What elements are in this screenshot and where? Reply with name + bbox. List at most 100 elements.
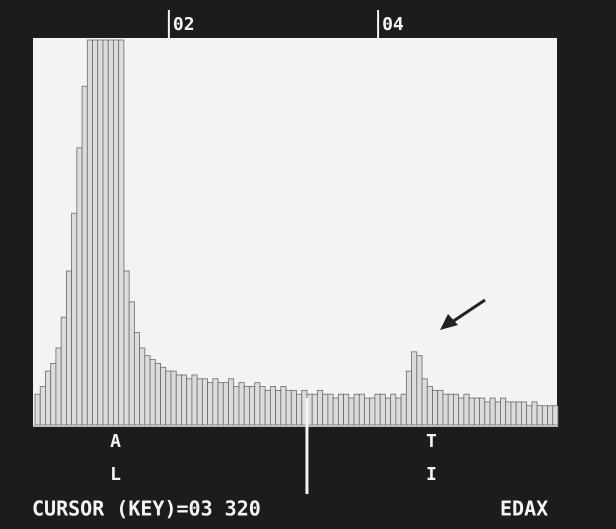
bar (459, 398, 464, 425)
bar (537, 406, 542, 425)
bar (181, 375, 186, 425)
bar (51, 363, 56, 425)
bar (380, 394, 385, 425)
bar (93, 40, 98, 425)
bar (448, 394, 453, 425)
bar (542, 406, 547, 425)
bar (145, 356, 150, 425)
cursor-readout: CURSOR (KEY)=03 320 (32, 497, 261, 521)
bar (291, 390, 296, 425)
bar (417, 356, 422, 425)
bar (108, 40, 113, 425)
bar (124, 271, 129, 425)
bar (532, 402, 537, 425)
bar (406, 371, 411, 425)
bar (349, 398, 354, 425)
bar (344, 394, 349, 425)
bar (202, 379, 207, 425)
bar (443, 394, 448, 425)
bar (506, 402, 511, 425)
bar (229, 379, 234, 425)
bar (255, 383, 260, 425)
bar (464, 394, 469, 425)
bar (500, 398, 505, 425)
bar (213, 379, 218, 425)
bar (187, 379, 192, 425)
bar (396, 398, 401, 425)
bar (333, 398, 338, 425)
bar (401, 394, 406, 425)
bar (35, 394, 40, 425)
bar (391, 394, 396, 425)
bar (490, 398, 495, 425)
bar (61, 317, 66, 425)
bar (40, 387, 45, 426)
bar (98, 40, 103, 425)
bar (312, 394, 317, 425)
element-label: A (110, 431, 121, 452)
bar (370, 398, 375, 425)
element-label: T (426, 431, 437, 452)
bar (474, 398, 479, 425)
bar (453, 394, 458, 425)
bar (469, 398, 474, 425)
x-tick-label: 04 (382, 14, 404, 35)
bar (265, 390, 270, 425)
bar (234, 387, 239, 426)
bar (197, 379, 202, 425)
bar (66, 271, 71, 425)
bar (480, 398, 485, 425)
bar (276, 390, 281, 425)
bar (82, 86, 87, 425)
bar (103, 40, 108, 425)
bar (249, 387, 254, 426)
bar (155, 363, 160, 425)
bar (192, 375, 197, 425)
bar (375, 394, 380, 425)
bar (176, 375, 181, 425)
chart: CURSOR (KEY)=03 320 EDAX 02 04 AL TI (0, 0, 616, 529)
bar (527, 406, 532, 425)
bar (218, 383, 223, 425)
bar (281, 387, 286, 426)
bar (548, 406, 553, 425)
bar (297, 394, 302, 425)
bar (511, 402, 516, 425)
bar (77, 148, 82, 425)
bar (338, 394, 343, 425)
bar (323, 394, 328, 425)
bar (129, 302, 134, 425)
bar (286, 390, 291, 425)
bar (427, 387, 432, 426)
bar (244, 387, 249, 426)
bar (270, 387, 275, 426)
bar (516, 402, 521, 425)
brand: EDAX (500, 497, 548, 521)
bar (328, 394, 333, 425)
bar (87, 40, 92, 425)
bar (56, 348, 61, 425)
bar (422, 379, 427, 425)
bar (385, 398, 390, 425)
bar (119, 40, 124, 425)
element-label: L (110, 464, 121, 485)
bar (208, 383, 213, 425)
bar (239, 383, 244, 425)
bar (150, 360, 155, 425)
bar (223, 383, 228, 425)
bar (260, 387, 265, 426)
bar (161, 367, 166, 425)
bar (113, 40, 118, 425)
bar (140, 348, 145, 425)
bar (72, 213, 77, 425)
bar (166, 371, 171, 425)
bar (134, 333, 139, 425)
bar (438, 390, 443, 425)
x-tick-label: 02 (173, 14, 195, 35)
bar (495, 402, 500, 425)
bar (485, 402, 490, 425)
bar (432, 390, 437, 425)
element-label: I (426, 464, 437, 485)
bar (412, 352, 417, 425)
bar (45, 371, 50, 425)
